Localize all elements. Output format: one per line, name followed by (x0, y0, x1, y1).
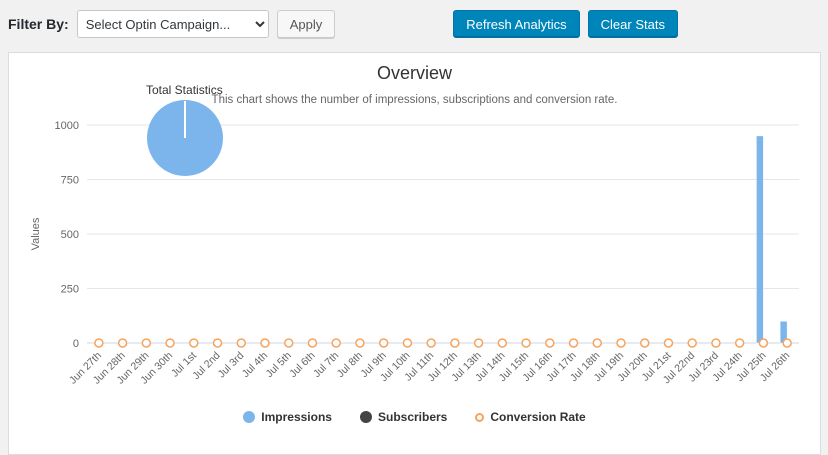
x-tick-label: Jul 5th (263, 350, 293, 380)
conversion-rate-marker[interactable] (189, 338, 199, 348)
conversion-rate-marker[interactable] (117, 338, 128, 348)
toolbar: Filter By: Select Optin Campaign... Appl… (8, 8, 828, 40)
conversion-rate-marker[interactable] (355, 338, 365, 348)
y-tick-label: 500 (61, 229, 79, 241)
conversion-rate-marker[interactable] (402, 338, 413, 348)
x-tick-label: Jul 3rd (216, 350, 247, 381)
legend-ring-icon (475, 412, 485, 422)
conversion-rate-marker[interactable] (592, 338, 603, 348)
conversion-rate-marker[interactable] (378, 338, 389, 348)
clear-stats-button[interactable]: Clear Stats (587, 10, 678, 38)
y-tick-label: 750 (61, 175, 79, 187)
x-tick-label: Jul 8th (335, 350, 365, 380)
pie-title: Total Statistics (146, 83, 223, 97)
conversion-rate-marker[interactable] (568, 338, 579, 348)
conversion-rate-marker[interactable] (663, 338, 674, 348)
overview-chart-card: Overview This chart shows the number of … (8, 52, 821, 455)
chart-subtitle: This chart shows the number of impressio… (211, 94, 618, 106)
y-tick-label: 0 (73, 338, 79, 350)
conversion-rate-marker[interactable] (545, 338, 555, 348)
filter-by-label: Filter By: (8, 16, 69, 32)
conversion-rate-marker[interactable] (758, 338, 769, 348)
conversion-rate-marker[interactable] (521, 338, 531, 348)
y-axis-title: Values (30, 217, 42, 250)
chart-legend: Impressions Subscribers Conversion Rate (9, 410, 820, 424)
conversion-rate-marker[interactable] (165, 338, 175, 348)
conversion-rate-marker[interactable] (260, 338, 270, 348)
conversion-rate-marker[interactable] (141, 338, 152, 348)
y-tick-label: 250 (61, 284, 79, 296)
conversion-rate-marker[interactable] (782, 338, 792, 348)
legend-label: Conversion Rate (490, 410, 586, 424)
conversion-rate-marker[interactable] (473, 338, 484, 348)
conversion-rate-marker[interactable] (307, 338, 318, 348)
pie-chart-icon[interactable] (146, 99, 224, 177)
conversion-rate-marker[interactable] (283, 338, 294, 348)
refresh-analytics-button[interactable]: Refresh Analytics (453, 10, 580, 38)
total-statistics-pie[interactable]: Total Statistics (146, 83, 224, 182)
apply-button[interactable]: Apply (276, 10, 336, 38)
conversion-rate-marker[interactable] (426, 338, 436, 348)
legend-dot-icon (243, 411, 256, 423)
x-tick-label: Jul 4th (240, 350, 270, 380)
legend-item-impressions[interactable]: Impressions (243, 410, 332, 424)
conversion-rate-marker[interactable] (616, 338, 626, 348)
conversion-rate-marker[interactable] (497, 338, 508, 348)
legend-dot-icon (359, 411, 372, 423)
conversion-rate-marker[interactable] (212, 338, 223, 348)
conversion-rate-marker[interactable] (734, 338, 745, 348)
legend-item-conversion-rate[interactable]: Conversion Rate (475, 410, 586, 424)
y-tick-label: 1000 (55, 120, 79, 132)
conversion-rate-marker[interactable] (94, 338, 104, 348)
impressions-bar[interactable] (756, 135, 764, 344)
legend-label: Subscribers (377, 410, 448, 424)
chart-title: Overview (376, 63, 452, 83)
conversion-rate-marker[interactable] (331, 338, 341, 348)
x-tick-label: Jul 6th (287, 350, 317, 380)
conversion-rate-marker[interactable] (450, 338, 460, 348)
x-tick-label: Jul 7th (311, 350, 341, 380)
conversion-rate-marker[interactable] (687, 338, 697, 348)
legend-label: Impressions (261, 410, 332, 424)
conversion-rate-marker[interactable] (639, 338, 650, 348)
conversion-rate-marker[interactable] (236, 338, 247, 348)
legend-item-subscribers[interactable]: Subscribers (359, 410, 448, 424)
campaign-select[interactable]: Select Optin Campaign... (76, 10, 269, 38)
conversion-rate-marker[interactable] (711, 338, 721, 348)
